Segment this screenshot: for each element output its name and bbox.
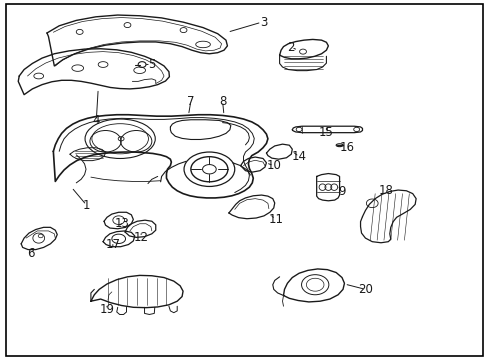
Text: 6: 6 — [27, 247, 35, 260]
Text: 11: 11 — [268, 213, 283, 226]
Text: 17: 17 — [105, 238, 120, 251]
Text: 16: 16 — [339, 141, 354, 154]
Text: 18: 18 — [378, 184, 392, 197]
Text: 20: 20 — [357, 283, 372, 296]
Text: 1: 1 — [82, 199, 90, 212]
Text: 10: 10 — [266, 159, 281, 172]
Text: 4: 4 — [92, 114, 100, 127]
Text: 5: 5 — [148, 58, 155, 71]
Text: 8: 8 — [219, 95, 226, 108]
Text: 2: 2 — [286, 41, 294, 54]
Text: 3: 3 — [260, 16, 267, 29]
Text: 14: 14 — [291, 150, 306, 163]
Text: 12: 12 — [133, 231, 148, 244]
Text: 7: 7 — [187, 95, 194, 108]
Text: 19: 19 — [99, 303, 114, 316]
Text: 13: 13 — [114, 217, 129, 230]
Text: 9: 9 — [338, 185, 345, 198]
Text: 15: 15 — [318, 126, 333, 139]
